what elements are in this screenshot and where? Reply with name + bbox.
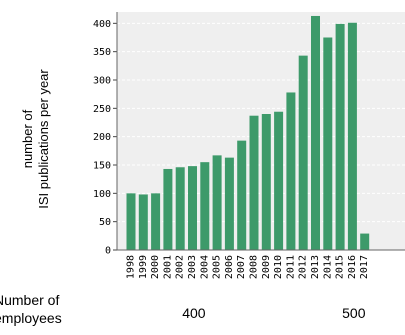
bar-2005 [212, 155, 222, 250]
bar-2001 [163, 168, 173, 250]
bars [126, 15, 370, 251]
bar-2009 [261, 114, 271, 250]
x-tick-label: 2010 [273, 255, 284, 279]
bar-2011 [286, 92, 296, 250]
x-tick-label: 2005 [212, 255, 223, 279]
bar-2012 [298, 55, 308, 251]
x-tick-label: 2011 [285, 255, 296, 279]
bar-2015 [335, 23, 345, 251]
x-tick-label: 2016 [347, 255, 358, 279]
bar-2003 [188, 166, 197, 250]
x-axis: 1998 1999 2000 2001 2002 2003 2004 2005 2006 2007… [117, 249, 405, 279]
bar-2017 [360, 233, 370, 250]
y-tick-label: 400 [93, 19, 111, 30]
y-tick-label: 0 [105, 246, 111, 257]
plot-area [117, 12, 405, 250]
bar-2006 [224, 157, 234, 250]
x-tick-label: 2004 [199, 255, 210, 279]
y-tick-label: 350 [93, 47, 111, 58]
y-tick-label: 200 [93, 132, 111, 143]
x-tick-label: 2002 [175, 255, 186, 279]
x-tick-label: 2015 [335, 255, 346, 279]
y-axis-title: number of ISI publications per year [2, 24, 70, 254]
y-tick-label: 100 [93, 189, 111, 200]
bar-2016 [347, 22, 357, 251]
x-tick-label: 2007 [236, 255, 247, 279]
x-tick-label: 2009 [261, 255, 272, 279]
bar-2004 [200, 162, 210, 250]
employees-axis-title-line2: employees [0, 310, 62, 326]
y-tick-label: 250 [93, 104, 111, 115]
x-tick-label: 2012 [298, 255, 309, 279]
bar-2002 [175, 167, 185, 250]
x-tick-label: 2006 [224, 255, 235, 279]
y-tick-label: 300 [93, 76, 111, 87]
y-axis: 0 50 100 150 200 250 300 350 400 [93, 12, 118, 257]
x-tick-label: 2014 [322, 255, 333, 279]
bar-2000 [151, 193, 161, 250]
bar-2008 [249, 115, 259, 250]
employees-tick-label: 500 [342, 305, 366, 321]
y-tick-label: 150 [93, 161, 111, 172]
x-tick-label: 2001 [162, 255, 173, 279]
employees-tick-label: 400 [182, 305, 206, 321]
x-tick-label: 2000 [150, 255, 161, 279]
bar-2010 [274, 111, 284, 250]
x-tick-label: 2013 [310, 255, 321, 279]
employees-axis-title-line1: Number of [0, 292, 60, 308]
bar-2013 [311, 15, 320, 251]
bar-2007 [237, 140, 247, 250]
x-tick-label: 2003 [187, 255, 198, 279]
y-tick-label: 50 [99, 217, 111, 228]
x-tick-label: 2008 [249, 255, 260, 279]
x-tick-label: 1998 [126, 255, 137, 279]
employees-axis-title: Number of employees [0, 291, 62, 327]
bar-1998 [126, 193, 136, 250]
x-tick-label: 2017 [359, 255, 370, 279]
x-tick-label: 1999 [138, 255, 149, 279]
bar-2014 [323, 37, 333, 250]
y-axis-title-line1: number of [20, 109, 35, 169]
y-axis-title-line2: ISI publications per year [36, 69, 51, 209]
bar-1999 [138, 194, 148, 250]
